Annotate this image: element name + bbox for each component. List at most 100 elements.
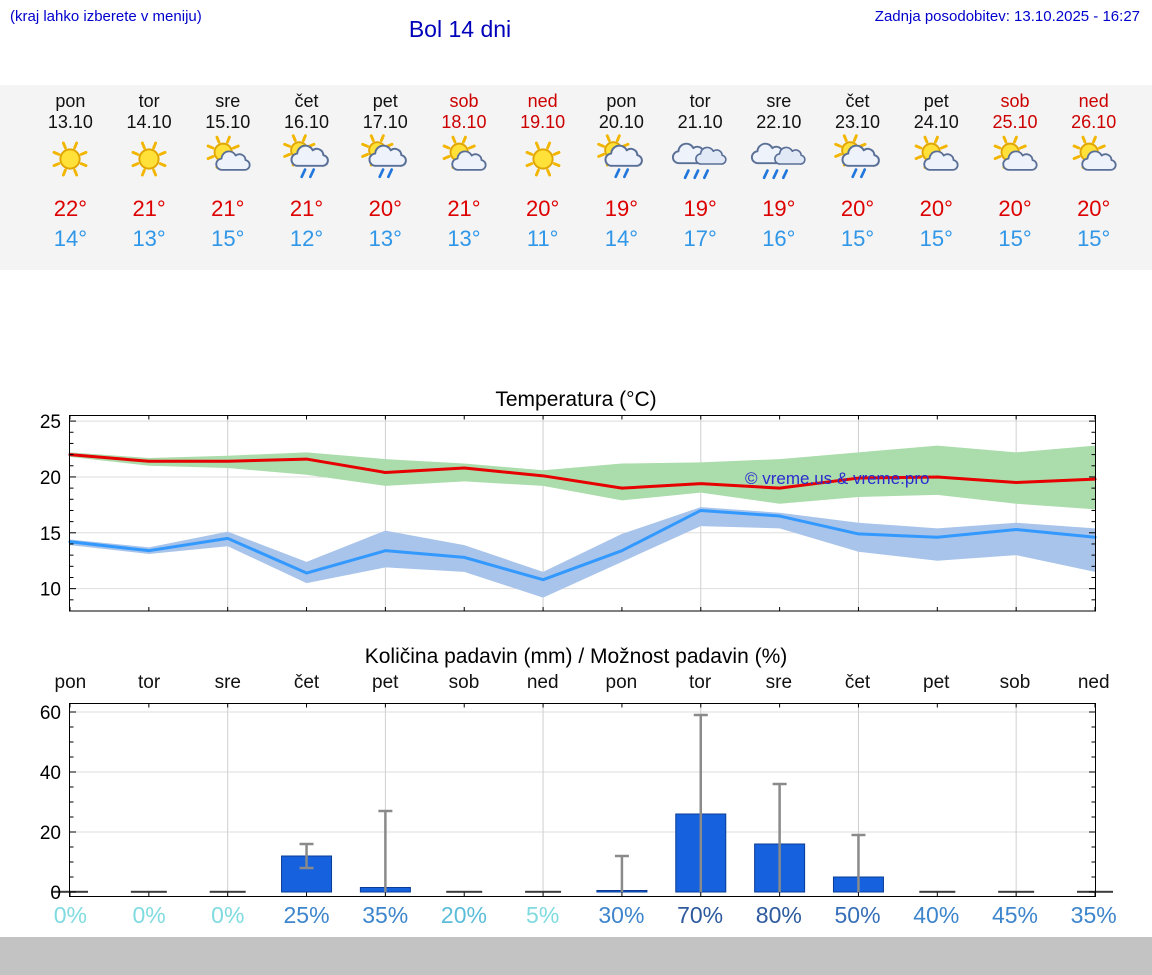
- forecast-day-col: sre 22.10 19° 16°: [739, 85, 818, 270]
- precip-day-label: pet: [923, 672, 950, 693]
- menu-hint: (kraj lahko izberete v meniju): [10, 8, 202, 25]
- forecast-day-col: pet 24.10 20° 15°: [897, 85, 976, 270]
- forecast-strip: pon 13.10 22° 14° tor 14.10 21° 13° sre 15.10 21° 1…: [0, 85, 1152, 270]
- forecast-day-col: ned 26.10 20° 15°: [1054, 85, 1133, 270]
- day-name: ned: [1078, 91, 1109, 111]
- day-date: 14.10: [126, 112, 172, 132]
- day-name: sob: [449, 91, 479, 111]
- precip-probability: 0%: [132, 902, 166, 928]
- precip-bar-zero: [919, 890, 956, 893]
- precip-probability: 5%: [526, 902, 560, 928]
- forecast-day-col: sob 18.10 21° 13°: [425, 85, 504, 270]
- precip-ytick-label: 0: [50, 883, 61, 900]
- precip-probability: 25%: [283, 902, 330, 928]
- low-temp: 13°: [447, 226, 481, 251]
- forecast-day-col: pon 13.10 22° 14°: [31, 85, 110, 270]
- weather-icon-slot: [976, 134, 1055, 192]
- temperature-chart-title: Temperatura (°C): [495, 388, 657, 411]
- low-temp: 13°: [132, 226, 166, 251]
- precip-probability: 40%: [913, 902, 960, 928]
- temp-ytick-label: 20: [40, 468, 61, 489]
- day-date: 18.10: [441, 112, 487, 132]
- precipitation-chart: 0 20 40 60: [0, 700, 1152, 905]
- precip-day-label: čet: [844, 672, 871, 693]
- weather-icon-slot: [346, 134, 425, 192]
- sun-showers-icon: [282, 134, 329, 179]
- sun-showers-icon: [361, 134, 408, 179]
- day-date: 22.10: [756, 112, 802, 132]
- high-temp: 20°: [368, 196, 402, 221]
- precip-ytick-label: 20: [40, 823, 61, 844]
- day-name: čet: [845, 91, 870, 111]
- low-temp: 15°: [998, 226, 1032, 251]
- forecast-day-col: čet 23.10 20° 15°: [818, 85, 897, 270]
- high-temp: 21°: [132, 196, 166, 221]
- day-date: 21.10: [677, 112, 723, 132]
- watermark-link[interactable]: © vreme.us & vreme.pro: [745, 469, 929, 488]
- temp-ytick-label: 10: [40, 580, 61, 601]
- day-name: pon: [55, 91, 86, 111]
- precip-probability: 45%: [991, 902, 1038, 928]
- precip-bar-zero: [209, 890, 246, 893]
- forecast-day-col: čet 16.10 21° 12°: [267, 85, 346, 270]
- rain-icon: [750, 142, 806, 180]
- day-name: tor: [689, 91, 711, 111]
- forecast-day-col: sre 15.10 21° 15°: [188, 85, 267, 270]
- weather-icon-slot: [31, 134, 110, 192]
- precip-ytick-label: 60: [40, 703, 61, 724]
- last-update: Zadnja posodobitev: 13.10.2025 - 16:27: [874, 8, 1140, 25]
- weather-icon-slot: [897, 134, 976, 192]
- max-temp-line: [68, 453, 1097, 490]
- high-temp: 21°: [289, 196, 324, 221]
- day-date: 15.10: [205, 112, 251, 132]
- low-temp: 17°: [683, 226, 717, 251]
- forecast-day-col: pet 17.10 20° 13°: [346, 85, 425, 270]
- temp-ytick-label: 25: [40, 412, 61, 433]
- forecast-day-col: pon 20.10 19° 14°: [582, 85, 661, 270]
- forecast-strip-inner: pon 13.10 22° 14° tor 14.10 21° 13° sre 15.10 21° 1…: [31, 85, 1133, 270]
- partly-cloudy-icon: [442, 135, 487, 171]
- precip-day-label: ned: [1077, 672, 1110, 693]
- high-temp: 20°: [526, 196, 560, 221]
- day-date: 13.10: [47, 112, 93, 132]
- weather-icon-slot: [1054, 134, 1133, 192]
- forecast-day-col: sob 25.10 20° 15°: [976, 85, 1055, 270]
- weather-icon-slot: [818, 134, 897, 192]
- temp-ytick-label: 15: [40, 524, 61, 545]
- precip-day-label: sob: [448, 672, 480, 693]
- high-temp: 20°: [998, 196, 1032, 221]
- precip-probability: 35%: [362, 902, 409, 928]
- precip-day-labels-row: pon tor sre čet pet sob ned pon tor sre čet pet sob n…: [31, 672, 1133, 694]
- low-temp: 15°: [211, 226, 245, 251]
- precip-day-label: čet: [293, 672, 320, 693]
- forecast-day-col: tor 21.10 19° 17°: [661, 85, 740, 270]
- precip-probability-row: 0% 0% 0% 25% 35% 20% 5% 30% 70% 80% 50% 40% 45% 35%: [31, 902, 1133, 929]
- precip-probability: 0%: [211, 902, 245, 928]
- footer-bar: [0, 937, 1152, 975]
- precip-probability: 70%: [677, 902, 724, 928]
- high-temp: 19°: [762, 196, 796, 221]
- day-date: 17.10: [362, 112, 408, 132]
- high-temp: 20°: [840, 196, 875, 221]
- day-date: 26.10: [1071, 112, 1117, 132]
- sun-showers-icon: [833, 134, 880, 179]
- precip-probability: 80%: [755, 902, 802, 928]
- sunny-icon: [525, 141, 561, 177]
- day-name: pet: [372, 91, 398, 111]
- rain-icon: [672, 142, 727, 180]
- low-temp: 15°: [919, 226, 953, 251]
- precip-ytick-label: 40: [40, 763, 61, 784]
- low-temp: 15°: [840, 226, 875, 251]
- precip-probability: 35%: [1070, 902, 1117, 928]
- high-temp: 20°: [919, 196, 953, 221]
- low-temp: 11°: [526, 226, 559, 251]
- day-date: 20.10: [598, 112, 644, 132]
- day-name: sre: [766, 91, 792, 111]
- day-date: 19.10: [520, 112, 566, 132]
- high-temp: 20°: [1077, 196, 1111, 221]
- high-temp: 22°: [53, 196, 87, 221]
- day-name: pet: [923, 91, 949, 111]
- day-name: sob: [1000, 91, 1030, 111]
- high-temp: 21°: [447, 196, 481, 221]
